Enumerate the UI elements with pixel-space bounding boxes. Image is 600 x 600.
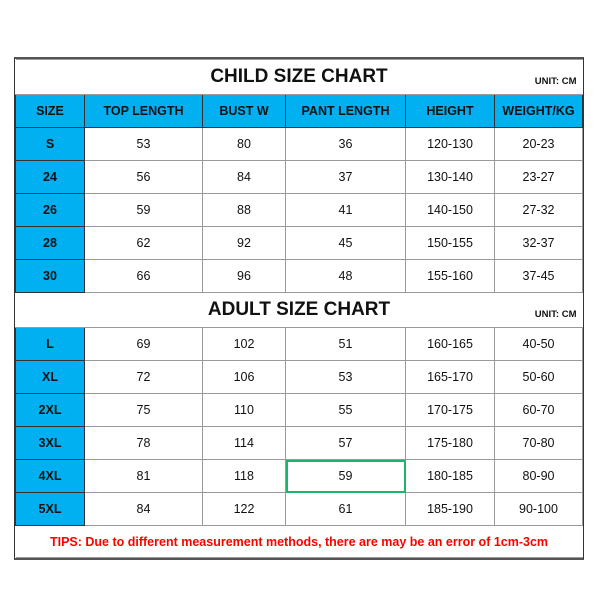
table-cell[interactable]: 70-80 — [494, 426, 583, 460]
table-cell[interactable]: 185-190 — [405, 492, 495, 526]
table-row: 30 66 96 48 155-160 37-45 — [15, 259, 583, 293]
table-cell[interactable]: 56 — [84, 160, 203, 194]
table-cell[interactable]: 102 — [202, 327, 286, 361]
size-cell[interactable]: 28 — [15, 226, 85, 260]
table-cell[interactable]: 80-90 — [494, 459, 583, 493]
table-cell[interactable]: 155-160 — [405, 259, 495, 293]
table-cell[interactable]: 59 — [84, 193, 203, 227]
table-cell[interactable]: 37-45 — [494, 259, 583, 293]
table-cell[interactable]: 170-175 — [405, 393, 495, 427]
tips-text: TIPS: Due to different measurement metho… — [15, 525, 583, 558]
table-cell[interactable]: 60-70 — [494, 393, 583, 427]
table-row: S 53 80 36 120-130 20-23 — [15, 127, 583, 161]
tips-row: TIPS: Due to different measurement metho… — [15, 525, 583, 558]
table-row: XL 72 106 53 165-170 50-60 — [15, 360, 583, 394]
table-cell[interactable]: 59 — [285, 459, 406, 493]
table-cell[interactable]: 37 — [285, 160, 406, 194]
table-cell[interactable]: 150-155 — [405, 226, 495, 260]
size-cell[interactable]: L — [15, 327, 85, 361]
table-cell[interactable]: 41 — [285, 193, 406, 227]
adult-title-row: ADULT SIZE CHART UNIT: CM — [15, 292, 583, 328]
column-header[interactable]: HEIGHT — [405, 94, 495, 128]
table-row: 2XL 75 110 55 170-175 60-70 — [15, 393, 583, 427]
size-cell[interactable]: 5XL — [15, 492, 85, 526]
table-cell[interactable]: 78 — [84, 426, 203, 460]
column-header[interactable]: TOP LENGTH — [84, 94, 203, 128]
adult-unit-label: UNIT: CM — [534, 309, 577, 320]
adult-chart-title: ADULT SIZE CHART — [207, 299, 391, 320]
size-cell[interactable]: 3XL — [15, 426, 85, 460]
table-row: 28 62 92 45 150-155 32-37 — [15, 226, 583, 260]
child-unit-label: UNIT: CM — [534, 76, 577, 87]
column-header[interactable]: PANT LENGTH — [285, 94, 406, 128]
child-title-row: CHILD SIZE CHART UNIT: CM — [15, 59, 583, 95]
size-chart-table: CHILD SIZE CHART UNIT: CM SIZE TOP LENGTH BU… — [15, 59, 583, 558]
size-cell[interactable]: S — [15, 127, 85, 161]
header-row: SIZE TOP LENGTH BUST W PANT LENGTH HEIGHT WEI… — [15, 94, 583, 128]
table-row: 26 59 88 41 140-150 27-32 — [15, 193, 583, 227]
table-cell[interactable]: 84 — [202, 160, 286, 194]
table-cell[interactable]: 40-50 — [494, 327, 583, 361]
table-cell[interactable]: 96 — [202, 259, 286, 293]
table-cell[interactable]: 90-100 — [494, 492, 583, 526]
column-header[interactable]: SIZE — [15, 94, 85, 128]
table-cell[interactable]: 61 — [285, 492, 406, 526]
table-row: 5XL 84 122 61 185-190 90-100 — [15, 492, 583, 526]
size-cell[interactable]: XL — [15, 360, 85, 394]
table-cell[interactable]: 80 — [202, 127, 286, 161]
table-cell[interactable]: 84 — [84, 492, 203, 526]
table-row: L 69 102 51 160-165 40-50 — [15, 327, 583, 361]
table-cell[interactable]: 106 — [202, 360, 286, 394]
table-cell[interactable]: 114 — [202, 426, 286, 460]
table-cell[interactable]: 62 — [84, 226, 203, 260]
table-cell[interactable]: 69 — [84, 327, 203, 361]
table-cell[interactable]: 45 — [285, 226, 406, 260]
table-row: 4XL 81 118 59 180-185 80-90 — [15, 459, 583, 493]
size-cell[interactable]: 2XL — [15, 393, 85, 427]
table-cell[interactable]: 20-23 — [494, 127, 583, 161]
column-header[interactable]: BUST W — [202, 94, 286, 128]
table-row: 24 56 84 37 130-140 23-27 — [15, 160, 583, 194]
size-cell[interactable]: 26 — [15, 193, 85, 227]
table-cell[interactable]: 81 — [84, 459, 203, 493]
table-cell[interactable]: 27-32 — [494, 193, 583, 227]
table-cell[interactable]: 92 — [202, 226, 286, 260]
table-cell[interactable]: 50-60 — [494, 360, 583, 394]
table-cell[interactable]: 130-140 — [405, 160, 495, 194]
table-cell[interactable]: 175-180 — [405, 426, 495, 460]
table-cell[interactable]: 51 — [285, 327, 406, 361]
child-chart-title: CHILD SIZE CHART — [210, 66, 388, 87]
table-cell[interactable]: 110 — [202, 393, 286, 427]
table-cell[interactable]: 160-165 — [405, 327, 495, 361]
table-cell[interactable]: 122 — [202, 492, 286, 526]
size-cell[interactable]: 30 — [15, 259, 85, 293]
size-cell[interactable]: 4XL — [15, 459, 85, 493]
table-cell[interactable]: 48 — [285, 259, 406, 293]
table-cell[interactable]: 53 — [84, 127, 203, 161]
table-cell[interactable]: 66 — [84, 259, 203, 293]
table-cell[interactable]: 120-130 — [405, 127, 495, 161]
table-cell[interactable]: 180-185 — [405, 459, 495, 493]
table-cell[interactable]: 140-150 — [405, 193, 495, 227]
table-cell[interactable]: 57 — [285, 426, 406, 460]
table-row: 3XL 78 114 57 175-180 70-80 — [15, 426, 583, 460]
size-cell[interactable]: 24 — [15, 160, 85, 194]
table-cell[interactable]: 88 — [202, 193, 286, 227]
table-cell[interactable]: 72 — [84, 360, 203, 394]
table-cell[interactable]: 53 — [285, 360, 406, 394]
table-cell[interactable]: 75 — [84, 393, 203, 427]
table-cell[interactable]: 118 — [202, 459, 286, 493]
table-cell[interactable]: 55 — [285, 393, 406, 427]
table-cell[interactable]: 36 — [285, 127, 406, 161]
column-header[interactable]: WEIGHT/KG — [494, 94, 583, 128]
table-cell[interactable]: 23-27 — [494, 160, 583, 194]
size-chart-sheet: CHILD SIZE CHART UNIT: CM SIZE TOP LENGTH BU… — [14, 57, 584, 560]
table-cell[interactable]: 165-170 — [405, 360, 495, 394]
table-cell[interactable]: 32-37 — [494, 226, 583, 260]
